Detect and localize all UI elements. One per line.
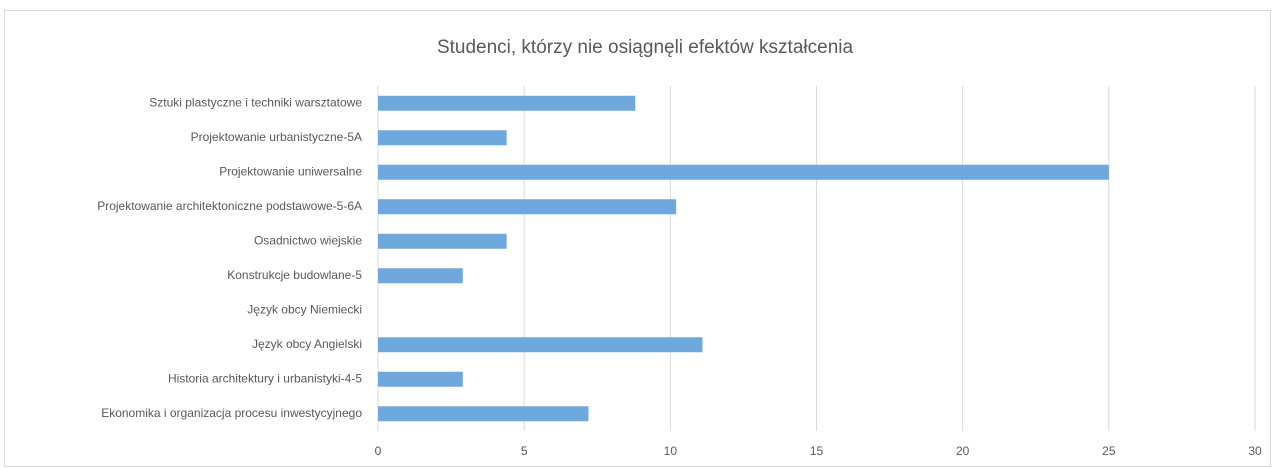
chart-title: Studenci, którzy nie osiągnęli efektów k…	[437, 37, 854, 58]
y-tick-label: Język obcy Niemiecki	[247, 302, 362, 316]
bar	[378, 130, 507, 146]
y-tick-label: Ekonomika i organizacja procesu inwestyc…	[101, 406, 362, 420]
x-tick-label: 5	[521, 444, 528, 458]
y-tick-label: Projektowanie architektoniczne podstawow…	[97, 199, 362, 213]
y-tick-label: Język obcy Angielski	[252, 337, 362, 351]
bar	[378, 233, 507, 249]
y-tick-label: Historia architektury i urbanistyki-4-5	[168, 371, 362, 385]
x-tick-label: 15	[810, 444, 824, 458]
x-tick-label: 20	[956, 444, 970, 458]
chart-frame	[4, 10, 1271, 467]
x-tick-label: 30	[1248, 444, 1262, 458]
y-tick-label: Projektowanie urbanistyczne-5A	[191, 130, 362, 144]
bar	[378, 268, 463, 284]
bar	[378, 95, 636, 111]
bar	[378, 337, 703, 353]
bar	[378, 406, 589, 422]
x-tick-label: 0	[375, 444, 382, 458]
bar	[378, 199, 677, 215]
y-tick-label: Projektowanie uniwersalne	[219, 164, 362, 178]
y-tick-label: Sztuki plastyczne i techniki warsztatowe	[149, 95, 362, 109]
y-tick-label: Konstrukcje budowlane-5	[227, 268, 362, 282]
bar	[378, 371, 463, 387]
x-tick-label: 10	[664, 444, 678, 458]
bar	[378, 164, 1109, 180]
y-tick-label: Osadnictwo wiejskie	[254, 233, 362, 247]
x-tick-label: 25	[1102, 444, 1116, 458]
